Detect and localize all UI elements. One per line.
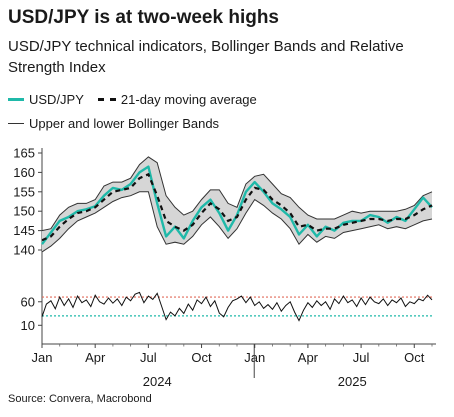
legend-label-usdjpy: USD/JPY [29,92,84,107]
legend-label-ma: 21-day moving average [120,92,257,107]
x-tick-label: Jul [353,350,370,365]
rsi-line [41,291,433,322]
x-tick-label: Apr [298,350,319,365]
bollinger-band-fill [42,156,432,252]
upper-bollinger-band-line [41,156,433,232]
price-y-tick-label: 165 [13,146,35,161]
x-tick-label: Apr [85,350,106,365]
legend-swatch-ma [97,98,116,101]
price-y-tick-label: 150 [13,204,35,219]
x-tick-label: Jan [32,350,53,365]
x-tick-label: Jul [140,350,157,365]
rsi-y-tick-label: 10 [21,318,35,333]
source-note: Source: Convera, Macrobond [8,393,152,405]
x-tick-label: Oct [404,350,425,365]
legend-row-2: Upper and lower Bollinger Bands [8,116,219,131]
x-tick-label: Oct [191,350,212,365]
lower-bollinger-band-line [41,191,433,253]
x-year-label-2025: 2025 [338,374,367,389]
x-year-label-2024: 2024 [143,374,172,389]
legend-label-bands: Upper and lower Bollinger Bands [29,116,220,131]
price-y-tick-label: 140 [13,243,35,258]
rsi-y-tick-label: 60 [21,294,35,309]
chart-subtitle: USD/JPY technical indicators, Bollinger … [8,38,404,76]
moving-average-line [41,172,433,242]
chart-title: USD/JPY is at two-week highs [8,7,280,28]
legend-swatch-usdjpy [8,98,24,101]
legend-swatch-bands [8,123,24,124]
legend-row-1: USD/JPY 21-day moving average [8,92,257,107]
price-y-tick-label: 145 [13,223,35,238]
price-y-tick-label: 155 [13,184,35,199]
price-y-tick-label: 160 [13,165,35,180]
